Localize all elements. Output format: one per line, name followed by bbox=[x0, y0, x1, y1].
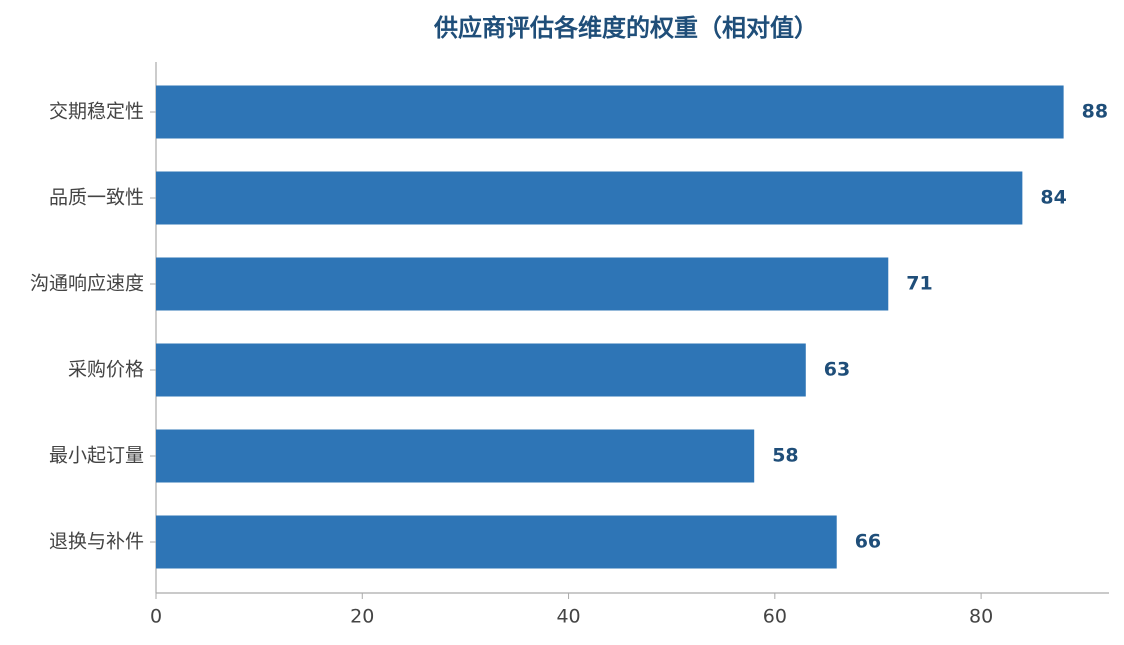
y-tick-label: 沟通响应速度 bbox=[30, 273, 144, 295]
x-tick-label: 80 bbox=[969, 606, 993, 628]
bar bbox=[156, 85, 1064, 139]
x-tick-label: 20 bbox=[350, 606, 374, 628]
value-label: 63 bbox=[824, 359, 850, 381]
value-label: 66 bbox=[855, 531, 881, 553]
y-tick-label: 退换与补件 bbox=[49, 531, 144, 553]
chart-title: 供应商评估各维度的权重（相对值） bbox=[433, 14, 818, 42]
bar bbox=[156, 257, 889, 311]
y-tick-label: 采购价格 bbox=[68, 359, 144, 381]
x-tick-label: 40 bbox=[556, 606, 580, 628]
y-tick-label: 最小起订量 bbox=[49, 445, 144, 467]
x-tick-label: 60 bbox=[763, 606, 787, 628]
value-label: 88 bbox=[1082, 101, 1108, 123]
value-label: 58 bbox=[772, 445, 798, 467]
value-label: 84 bbox=[1040, 187, 1066, 209]
value-label: 71 bbox=[906, 273, 932, 295]
bar bbox=[156, 429, 755, 483]
y-tick-label: 交期稳定性 bbox=[49, 101, 144, 123]
y-tick-label: 品质一致性 bbox=[49, 187, 144, 209]
bar bbox=[156, 515, 837, 569]
bar bbox=[156, 343, 806, 397]
x-tick-label: 0 bbox=[150, 606, 162, 628]
bar bbox=[156, 171, 1023, 225]
